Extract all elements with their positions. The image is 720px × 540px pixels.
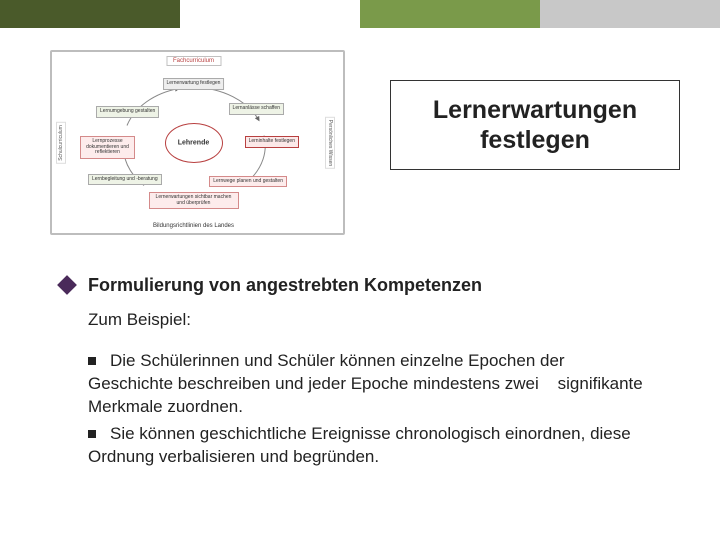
item-text-2: Sie können geschichtliche Ereignisse chr… [88, 424, 631, 466]
diagram-center-label: Lehrende [178, 139, 210, 146]
node-r: Lerninhalte festlegen [245, 136, 299, 148]
node-bl: Lernbegleitung und -beratung [88, 174, 162, 186]
heading-row: Formulierung von angestrebten Kompetenze… [60, 275, 670, 296]
content-area: Formulierung von angestrebten Kompetenze… [60, 275, 670, 473]
list-item: Die Schülerinnen und Schüler können einz… [88, 350, 670, 419]
node-b: Lernerwartungen sichtbar machen und über… [149, 192, 239, 209]
bar-seg-2 [180, 0, 360, 28]
node-tr: Lernanlässe schaffen [229, 103, 284, 115]
diamond-bullet-icon [57, 275, 77, 295]
content-heading: Formulierung von angestrebten Kompetenze… [88, 275, 482, 296]
diagram-bottom-label: Bildungsrichtlinien des Landes [149, 223, 238, 229]
slide-title-line1: Lernerwartungen [401, 95, 669, 125]
node-top: Lernerwartung festlegen [163, 78, 225, 90]
bar-seg-1 [0, 0, 180, 28]
cycle-diagram: Fachcurriculum Bildungsrichtlinien des L… [50, 50, 345, 235]
node-tl: Lernumgebung gestalten [96, 106, 159, 118]
bar-seg-3 [360, 0, 540, 28]
diagram-right-label: Persönliches Wissen [325, 116, 335, 168]
node-l: Lernprozesse dokumentieren und reflektie… [80, 136, 135, 159]
node-br: Lernwege planen und gestalten [209, 176, 287, 188]
list-item: Sie können geschichtliche Ereignisse chr… [88, 423, 670, 469]
example-block: Zum Beispiel: Die Schülerinnen und Schül… [88, 310, 670, 469]
diagram-top-label: Fachcurriculum [166, 56, 221, 66]
example-label: Zum Beispiel: [88, 310, 670, 330]
item-text-1: Die Schülerinnen und Schüler können einz… [88, 351, 643, 416]
square-bullet-icon [88, 357, 96, 365]
slide-title-line2: festlegen [401, 125, 669, 155]
square-bullet-icon [88, 430, 96, 438]
top-accent-bar [0, 0, 720, 28]
bar-seg-4 [540, 0, 720, 28]
diagram-left-label: Schulcurriculum [56, 122, 66, 164]
slide-title-box: Lernerwartungen festlegen [390, 80, 680, 170]
